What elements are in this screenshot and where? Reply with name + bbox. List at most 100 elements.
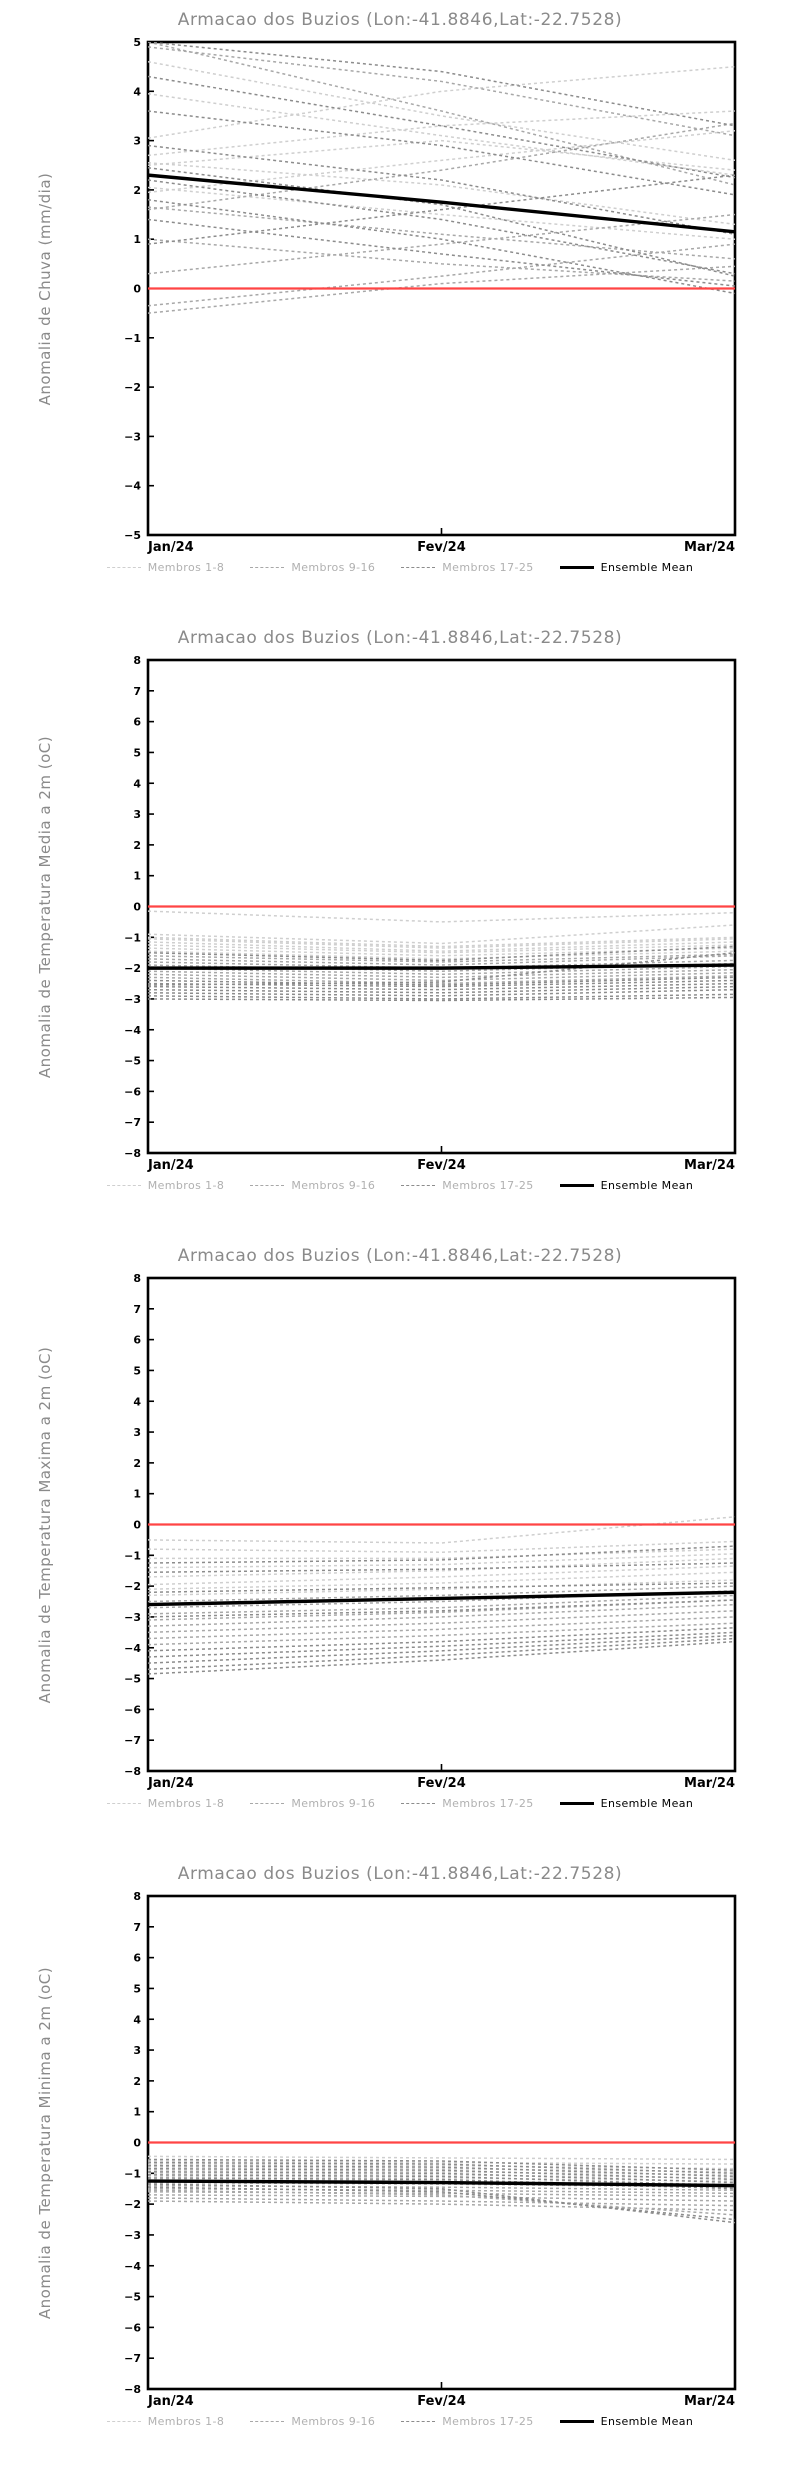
member-line: [148, 1599, 735, 1621]
member-line: [148, 985, 735, 994]
y-tick-label: 3: [133, 1426, 141, 1439]
legend-swatch-dashed: [250, 2421, 285, 2422]
member-line: [148, 218, 735, 287]
member-line: [148, 1637, 735, 1671]
y-tick-label: −8: [124, 2383, 141, 2396]
page-title: Armacao dos Buzios (Lon:-41.8846,Lat:-22…: [177, 628, 623, 648]
member-line: [148, 2172, 735, 2179]
legend-label: Membros 17-25: [442, 1797, 534, 1810]
legend-label: Membros 17-25: [442, 2415, 534, 2428]
member-line: [148, 1545, 735, 1564]
x-tick-label: Mar/24: [684, 540, 735, 555]
chart-legend: Membros 1-8 Membros 9-16 Membros 17-25 Ense…: [0, 2415, 800, 2428]
y-tick-label: 7: [133, 1921, 141, 1934]
member-line: [148, 955, 735, 966]
member-line: [148, 975, 735, 985]
legend-swatch-dashed: [250, 1185, 285, 1186]
member-line: [148, 144, 735, 236]
y-tick-label: −4: [124, 2260, 141, 2273]
y-tick-label: 8: [133, 654, 141, 667]
y-tick-label: 1: [133, 2106, 141, 2119]
ensemble-mean-line: [148, 963, 735, 970]
member-line: [148, 213, 735, 275]
member-line: [148, 122, 735, 211]
member-line: [148, 2189, 735, 2216]
legend-item: Membros 9-16: [250, 561, 375, 574]
y-tick-label: −5: [124, 529, 141, 542]
legend-label: Membros 1-8: [147, 561, 225, 574]
member-line: [148, 166, 735, 277]
plot-area: 8 7 6 5 4 3 2 1 0 −1 −2 −3 −4 −5 −6 −7 −8 Jan/24 Fev/24 Mar…: [0, 1236, 800, 1854]
y-tick-label: −4: [124, 480, 141, 493]
x-tick-label: Fev/24: [417, 2394, 465, 2409]
y-tick-label: −6: [124, 1085, 141, 1098]
member-line: [148, 1516, 735, 1544]
x-tick-label: Jan/24: [147, 1158, 194, 1173]
y-axis-label: Anomalia de Chuva (mm/dia): [36, 172, 54, 405]
legend-swatch-dashed: [106, 567, 141, 568]
member-line: [148, 2166, 735, 2173]
legend-swatch-solid: [559, 1802, 594, 1805]
legend-swatch-solid: [559, 566, 594, 569]
legend-swatch-dashed: [106, 2421, 141, 2422]
member-line: [148, 988, 735, 997]
member-line: [148, 924, 735, 945]
y-tick-label: 2: [133, 2075, 141, 2088]
y-tick-label: 5: [133, 1982, 141, 1995]
y-tick-label: 5: [133, 746, 141, 759]
ensemble-mean-line: [148, 2179, 735, 2188]
legend-item: Membros 9-16: [250, 1797, 375, 1810]
y-tick-label: −7: [124, 1116, 141, 1129]
y-tick-label: −6: [124, 2321, 141, 2334]
legend-swatch-dashed: [401, 1185, 436, 1186]
member-line: [148, 1548, 735, 1560]
legend-label: Membros 17-25: [442, 1179, 534, 1192]
legend-label: Ensemble Mean: [600, 1179, 694, 1192]
y-tick-label: 6: [133, 1952, 141, 1965]
member-line: [148, 1562, 735, 1574]
legend-label: Ensemble Mean: [600, 1797, 694, 1810]
legend-item: Ensemble Mean: [559, 561, 694, 574]
member-line: [148, 950, 735, 960]
member-line: [148, 976, 735, 986]
member-line: [148, 238, 735, 282]
member-line: [148, 199, 735, 295]
y-tick-label: 4: [133, 1395, 141, 1408]
member-line: [148, 1553, 735, 1569]
plot-area: 5 4 3 2 1 0 −1 −2 −3 −4 −5 Jan/24 Fev/24 Mar/24: [0, 0, 800, 618]
y-tick-label: 0: [133, 901, 141, 914]
x-tick-label: Fev/24: [417, 1776, 465, 1791]
y-tick-label: −5: [124, 1055, 141, 1068]
y-tick-label: −2: [124, 1580, 141, 1593]
y-tick-label: −1: [124, 1549, 141, 1562]
legend-item: Membros 1-8: [106, 561, 225, 574]
y-tick-label: −1: [124, 2167, 141, 2180]
chart-panel-0: Armacao dos Buzios (Lon:-41.8846,Lat:-22…: [0, 0, 800, 618]
y-tick-label: −1: [124, 931, 141, 944]
member-line: [148, 953, 735, 963]
member-line: [148, 1631, 735, 1658]
legend-swatch-dashed: [106, 1803, 141, 1804]
y-tick-label: 3: [133, 135, 141, 148]
member-line: [148, 1634, 735, 1664]
member-line: [148, 959, 735, 969]
member-line: [148, 2175, 735, 2182]
member-line: [148, 179, 735, 275]
member-line: [148, 965, 735, 976]
member-line: [148, 2183, 735, 2224]
y-axis-label: Anomalia de Temperatura Minima a 2m (oC): [36, 1966, 54, 2319]
y-tick-label: 4: [133, 777, 141, 790]
member-line: [148, 1640, 735, 1675]
member-line: [148, 1565, 735, 1586]
member-line: [148, 174, 735, 245]
member-line: [148, 2161, 735, 2175]
legend-item: Membros 1-8: [106, 2415, 225, 2428]
y-tick-label: 1: [133, 1488, 141, 1501]
member-line: [148, 936, 735, 948]
chart-svg-1: 8 7 6 5 4 3 2 1 0 −1 −2 −3 −4 −5 −6 −7 −8 Jan/24 Fev/24 Mar…: [124, 654, 737, 1173]
member-line: [148, 2197, 735, 2207]
ensemble-mean-line: [148, 173, 735, 234]
legend-label: Ensemble Mean: [600, 2415, 694, 2428]
member-line: [148, 110, 735, 157]
y-tick-label: −7: [124, 1734, 141, 1747]
